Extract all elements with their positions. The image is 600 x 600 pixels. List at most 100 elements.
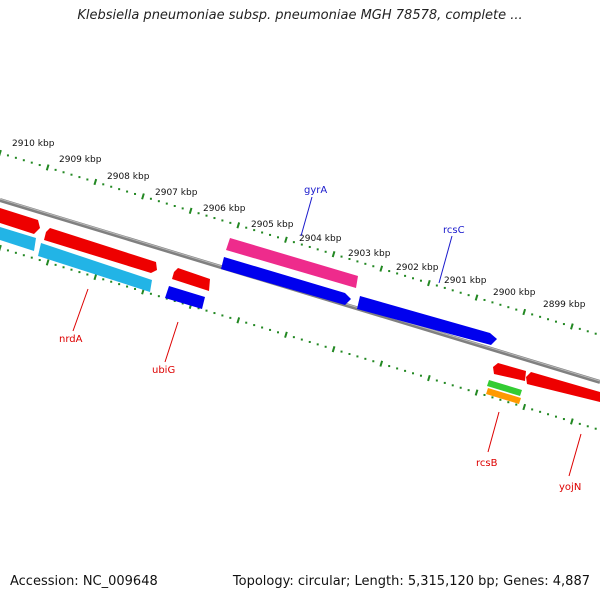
ruler-dot	[22, 159, 25, 162]
forward-strand-genes	[0, 208, 600, 402]
ruler-dot	[245, 226, 248, 229]
ruler-tick	[188, 207, 193, 214]
lower-tick-track	[0, 244, 597, 430]
ruler-dot	[134, 287, 137, 290]
ruler-dot	[165, 297, 168, 300]
ruler-dot	[554, 320, 557, 323]
ruler-dot	[181, 207, 184, 210]
gene-label-yojn[interactable]: yojN	[559, 482, 581, 493]
ruler-dot	[38, 259, 41, 262]
gene-labels: gyrA rcsC nrdA ubiG rcsB yojN	[59, 185, 581, 493]
gene-arrow-red[interactable]	[44, 228, 157, 273]
ruler-dot	[62, 171, 65, 174]
gene-arrow-blue[interactable]	[165, 286, 205, 309]
ruler-dot	[300, 243, 303, 246]
ruler-dot	[157, 295, 160, 298]
ruler-tick	[570, 418, 574, 425]
ruler-dot	[6, 249, 9, 252]
ruler-label: 2899 kbp	[543, 300, 586, 310]
gene-arrow-magenta[interactable]	[226, 238, 358, 288]
ruler-dot	[324, 250, 327, 253]
gene-arrow-blue[interactable]	[357, 296, 497, 345]
ruler-dot	[316, 248, 319, 251]
ruler-dot	[245, 321, 248, 324]
ruler-label: 2900 kbp	[493, 288, 536, 298]
ruler-tick	[427, 279, 431, 287]
ruler-dot	[62, 266, 65, 269]
ruler-dot	[404, 274, 407, 277]
ruler-tick	[379, 360, 384, 367]
ruler-dot	[269, 328, 272, 331]
gene-label-rcsc[interactable]: rcsC	[443, 225, 465, 236]
ruler-dot	[205, 309, 208, 312]
leader-line-rcsc	[438, 235, 453, 284]
ruler-dot	[515, 403, 518, 406]
ruler-dot	[253, 229, 256, 232]
ruler-dot	[483, 298, 486, 301]
ruler-dot	[348, 258, 351, 261]
ruler-dot	[261, 231, 264, 234]
ruler-label: 2905 kbp	[251, 220, 294, 230]
ruler-dot	[483, 393, 486, 396]
ruler-dot	[594, 427, 597, 430]
ruler-dot	[86, 178, 89, 181]
ruler-dot	[54, 168, 57, 171]
ruler-label: 2909 kbp	[59, 155, 102, 165]
reverse-strand-genes	[0, 227, 522, 404]
genome-summary: Topology: circular; Length: 5,315,120 bp…	[232, 574, 590, 589]
ruler-dot	[372, 265, 375, 268]
ruler-dot	[14, 251, 17, 254]
gene-arrow-cyan[interactable]	[38, 243, 152, 292]
ruler-dot	[197, 307, 200, 310]
ruler-label: 2902 kbp	[396, 263, 439, 273]
ruler-dot	[578, 422, 581, 425]
ruler-dot	[70, 173, 73, 176]
ruler-dot	[388, 270, 391, 273]
ruler-dot	[38, 164, 41, 167]
ruler-dot	[197, 212, 200, 215]
ruler-dot	[173, 300, 176, 303]
gene-arrow-blue[interactable]	[221, 257, 351, 305]
ruler-dot	[491, 396, 494, 399]
gene-arrow-red[interactable]	[493, 363, 526, 381]
ruler-dot	[491, 301, 494, 304]
ruler-dot	[348, 353, 351, 356]
ruler-dot	[531, 408, 534, 411]
ruler-dot	[435, 284, 438, 287]
ruler-dot	[118, 283, 121, 286]
gene-arrow-green[interactable]	[487, 380, 522, 396]
ruler-dot	[157, 200, 160, 203]
ruler-tick	[474, 389, 479, 396]
gene-arrow-red[interactable]	[0, 208, 40, 234]
gene-label-gyra[interactable]: gyrA	[304, 185, 327, 196]
ruler-dot	[459, 291, 462, 294]
ruler-dot	[6, 154, 9, 157]
ruler-tick	[0, 244, 2, 252]
gene-label-nrda[interactable]: nrdA	[59, 334, 83, 345]
gene-label-rcsb[interactable]: rcsB	[476, 458, 498, 469]
ruler-dot	[412, 372, 415, 375]
gene-arrow-orange[interactable]	[486, 388, 521, 404]
gene-arrow-cyan[interactable]	[0, 227, 36, 251]
ruler-dot	[499, 303, 502, 306]
ruler-tick	[522, 308, 527, 316]
gene-leader-lines	[72, 196, 582, 477]
accession-label: Accession: NC_009648	[10, 574, 158, 589]
ruler-dot	[229, 221, 232, 224]
ruler-dot	[292, 241, 295, 244]
ruler-dot	[118, 188, 121, 191]
ruler-tick	[474, 294, 479, 301]
ruler-tick	[522, 403, 527, 411]
ruler-dot	[70, 268, 73, 271]
gene-arrow-red[interactable]	[172, 268, 210, 291]
ruler-tick	[236, 222, 241, 229]
ruler-dot	[276, 236, 279, 239]
ruler-dot	[467, 389, 470, 392]
ruler-dot	[594, 332, 597, 335]
gene-arrow-red[interactable]	[526, 372, 600, 402]
gene-label-ubig[interactable]: ubiG	[152, 365, 175, 376]
ruler-dot	[515, 308, 518, 311]
ruler-dot	[30, 161, 33, 164]
ruler-tick	[379, 265, 384, 272]
